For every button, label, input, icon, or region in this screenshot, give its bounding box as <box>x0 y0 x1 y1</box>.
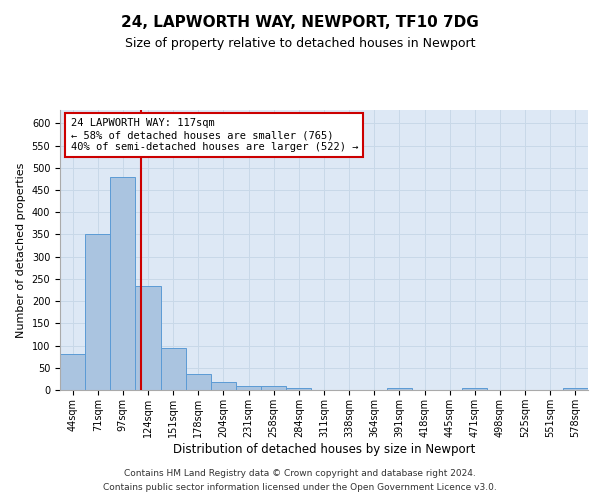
Bar <box>236 386 261 390</box>
Bar <box>136 286 161 390</box>
Bar <box>110 176 136 390</box>
Text: Contains HM Land Registry data © Crown copyright and database right 2024.: Contains HM Land Registry data © Crown c… <box>124 468 476 477</box>
Text: Contains public sector information licensed under the Open Government Licence v3: Contains public sector information licen… <box>103 484 497 492</box>
Text: Distribution of detached houses by size in Newport: Distribution of detached houses by size … <box>173 442 475 456</box>
Bar <box>563 388 588 390</box>
Text: Size of property relative to detached houses in Newport: Size of property relative to detached ho… <box>125 38 475 51</box>
Y-axis label: Number of detached properties: Number of detached properties <box>16 162 26 338</box>
Bar <box>261 386 286 390</box>
Bar <box>211 382 236 390</box>
Text: 24, LAPWORTH WAY, NEWPORT, TF10 7DG: 24, LAPWORTH WAY, NEWPORT, TF10 7DG <box>121 15 479 30</box>
Bar <box>60 354 85 390</box>
Bar <box>85 234 110 390</box>
Text: 24 LAPWORTH WAY: 117sqm
← 58% of detached houses are smaller (765)
40% of semi-d: 24 LAPWORTH WAY: 117sqm ← 58% of detache… <box>71 118 358 152</box>
Bar <box>286 388 311 390</box>
Bar <box>462 388 487 390</box>
Bar <box>186 374 211 390</box>
Bar <box>161 348 186 390</box>
Bar <box>387 388 412 390</box>
